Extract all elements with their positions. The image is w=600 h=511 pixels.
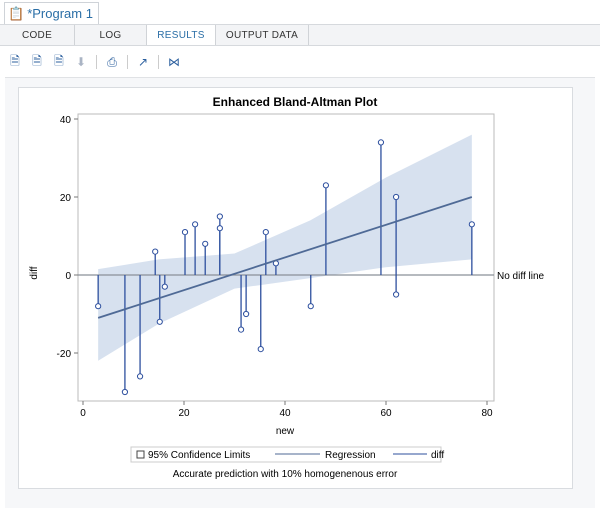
separator <box>127 55 128 69</box>
data-point <box>257 346 264 353</box>
data-point <box>393 193 400 201</box>
x-tick-label: 60 <box>380 408 392 419</box>
data-point <box>192 221 199 228</box>
separator <box>96 55 97 69</box>
x-tick-label: 40 <box>279 408 291 419</box>
reference-line-label: No diff line <box>497 271 545 282</box>
program-tab-bar: 📋 *Program 1 <box>0 0 600 25</box>
data-point <box>95 303 102 310</box>
legend-diff-label: diff <box>431 450 444 461</box>
x-tick-label: 80 <box>481 408 493 419</box>
data-point <box>181 229 189 236</box>
data-point <box>307 303 314 310</box>
rtf-download-icon[interactable]: 🗎 <box>54 53 64 68</box>
chart-footnote: Accurate prediction with 10% homogenenou… <box>173 469 398 480</box>
data-point <box>237 326 245 333</box>
x-tick-label: 20 <box>178 408 190 419</box>
graph-container: Enhanced Bland-Altman Plot 0 20 40 60 80 -20 0… <box>18 87 573 489</box>
y-tick-label: -20 <box>57 349 72 360</box>
data-point <box>161 283 168 290</box>
data-point <box>377 139 385 146</box>
download-icon[interactable]: ⬇ <box>75 55 87 69</box>
data-point <box>262 229 269 236</box>
results-toolbar: 🗎 🗎 🗎 ⬇ ⎙ ↗ ⋈ <box>8 52 181 72</box>
data-point <box>216 213 223 220</box>
program-icon: 📋 <box>8 5 25 21</box>
tab-code[interactable]: CODE <box>0 25 75 45</box>
collapse-icon[interactable]: ⋈ <box>168 55 180 69</box>
data-point <box>156 318 163 325</box>
y-tick-label: 0 <box>65 271 71 282</box>
legend-band-swatch <box>136 450 145 459</box>
html-download-icon[interactable]: 🗎 <box>10 53 20 68</box>
bland-altman-chart: Enhanced Bland-Altman Plot 0 20 40 60 80 -20 0… <box>29 95 545 480</box>
y-tick-label: 20 <box>60 193 72 204</box>
program-tab-label: *Program 1 <box>27 6 93 21</box>
tab-output-data[interactable]: OUTPUT DATA <box>216 25 309 45</box>
data-point <box>202 240 209 247</box>
separator <box>158 55 159 69</box>
subtabs: CODE LOG RESULTS OUTPUT DATA <box>0 25 600 46</box>
pdf-download-icon[interactable]: 🗎 <box>32 53 42 68</box>
data-point <box>243 310 250 318</box>
tab-log[interactable]: LOG <box>75 25 147 45</box>
data-point <box>322 182 330 189</box>
data-point <box>152 248 159 255</box>
print-icon[interactable]: ⎙ <box>107 54 117 69</box>
legend-regression-label: Regression <box>325 450 376 461</box>
program-tab[interactable]: 📋 *Program 1 <box>4 2 99 24</box>
y-axis-label: diff <box>29 266 40 279</box>
tab-results[interactable]: RESULTS <box>147 25 216 45</box>
data-point <box>136 373 144 380</box>
data-point <box>121 388 129 396</box>
chart-title: Enhanced Bland-Altman Plot <box>213 95 378 109</box>
open-new-window-icon[interactable]: ↗ <box>137 55 149 69</box>
y-tick-label: 40 <box>60 115 72 126</box>
confidence-band <box>98 134 472 361</box>
data-point <box>393 291 400 298</box>
regression-line <box>97 196 473 319</box>
x-axis-label: new <box>276 426 295 437</box>
legend-band-label: 95% Confidence Limits <box>148 450 250 461</box>
x-tick-label: 0 <box>80 408 86 419</box>
data-point <box>468 221 475 228</box>
data-point <box>216 225 223 232</box>
